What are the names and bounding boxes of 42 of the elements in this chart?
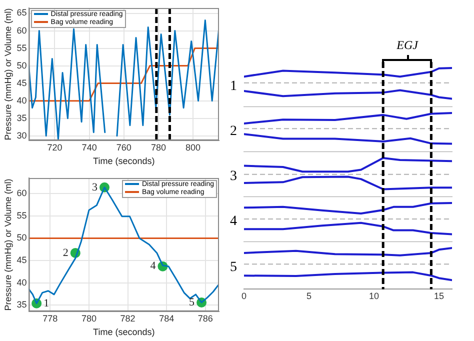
y-tick-label: 45 (16, 78, 27, 88)
y-tick-label: 50 (16, 60, 27, 70)
annotation: 1 (44, 297, 50, 310)
x-tick-label: 740 (82, 142, 97, 152)
y-tick-label: 45 (16, 255, 27, 266)
y-axis-title: Pressure (mmHg) or Volume (ml) (2, 8, 13, 140)
annotation: 3 (92, 181, 98, 194)
x-tick-label: 0 (241, 291, 247, 302)
y-tick-label: 60 (16, 188, 27, 198)
y-tick-label: 35 (16, 300, 27, 310)
y-axis-title: Pressure (mmHg) or Volume (ml) (2, 178, 13, 311)
annotation: 4 (150, 260, 156, 272)
x-tick-label: 15 (434, 291, 444, 302)
y-tick-label: 40 (16, 277, 27, 288)
x-tick-label: 760 (116, 142, 132, 152)
y-tick-label: 55 (16, 210, 27, 220)
y-axis-title: 2 (230, 124, 237, 140)
y-tick-label: 35 (16, 112, 27, 123)
y-axis-title: 3 (230, 168, 237, 184)
x-tick-label: 780 (150, 142, 166, 152)
x-tick-label: 10 (368, 291, 380, 302)
y-axis-title: 1 (230, 78, 237, 94)
x-tick-label: 778 (42, 313, 58, 324)
x-tick-label: 780 (81, 313, 96, 324)
x-tick-label: 784 (159, 313, 174, 324)
x-tick-label: 800 (186, 142, 201, 152)
x-tick-label: 782 (120, 313, 136, 324)
x-tick-label: 720 (47, 142, 62, 152)
x-axis-title: Time (seconds) (93, 156, 155, 166)
y-tick-label: 60 (16, 25, 27, 36)
y-axis-title: 5 (230, 260, 237, 276)
y-tick-label: 40 (16, 95, 27, 106)
y-tick-label: 65 (16, 8, 27, 18)
y-tick-label: 55 (16, 42, 27, 53)
y-axis-title: 4 (230, 214, 237, 230)
x-axis-title: Time (seconds) (93, 327, 155, 338)
text: EGJ (396, 38, 418, 53)
annotation: 2 (62, 246, 68, 259)
x-tick-label: 786 (198, 313, 213, 324)
y-tick-label: 30 (16, 130, 27, 140)
y-tick-label: 50 (16, 232, 27, 243)
x-tick-label: 5 (306, 291, 312, 302)
